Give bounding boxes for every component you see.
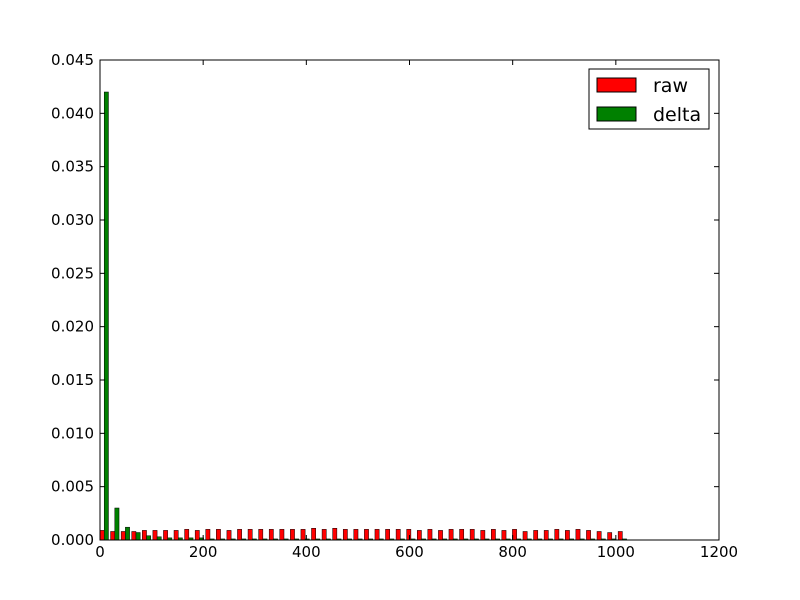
y-tick-labels: 0.000 0.005 0.010 0.015 0.020 0.025 0.030 0.035… bbox=[51, 51, 94, 549]
bar-raw-22 bbox=[332, 528, 338, 541]
bar-raw-4 bbox=[142, 530, 147, 541]
y-tick-label-9: 0.045 bbox=[51, 51, 94, 69]
bar-raw-9 bbox=[194, 530, 200, 541]
x-tick-label-6: 1200 bbox=[700, 543, 738, 561]
bar-raw-40 bbox=[522, 531, 528, 541]
plot-background bbox=[100, 60, 719, 540]
bar-raw-43 bbox=[554, 529, 560, 541]
bar-raw-31 bbox=[427, 529, 433, 541]
bar-raw-14 bbox=[247, 529, 253, 541]
bar-raw-26 bbox=[374, 529, 380, 541]
bar-delta-0 bbox=[103, 91, 109, 541]
x-tick-label-0: 0 bbox=[95, 543, 105, 561]
bar-raw-13 bbox=[237, 529, 242, 541]
bar-raw-10 bbox=[205, 529, 211, 541]
bar-raw-25 bbox=[364, 529, 369, 541]
y-tick-label-5: 0.025 bbox=[51, 264, 94, 282]
legend-swatch-raw bbox=[596, 77, 637, 93]
bar-raw-30 bbox=[416, 530, 422, 541]
bar-raw-23 bbox=[342, 529, 348, 541]
bar-raw-38 bbox=[501, 530, 507, 541]
y-tick-label-4: 0.020 bbox=[51, 318, 94, 336]
bar-raw-32 bbox=[438, 530, 443, 541]
y-tick-label-2: 0.010 bbox=[51, 424, 94, 442]
x-tick-label-5: 1000 bbox=[597, 543, 635, 561]
bars-group bbox=[99, 91, 627, 541]
bar-raw-45 bbox=[575, 529, 581, 541]
y-tick-label-0: 0.000 bbox=[51, 531, 94, 549]
plot-frame bbox=[99, 59, 720, 541]
x-tick-labels: 0 200 400 600 800 1000 1200 bbox=[95, 543, 738, 561]
bar-raw-48 bbox=[607, 532, 613, 541]
bar-raw-46 bbox=[586, 530, 591, 541]
y-tick-label-6: 0.030 bbox=[51, 211, 94, 229]
bar-raw-33 bbox=[448, 529, 454, 541]
bar-raw-17 bbox=[279, 529, 285, 541]
bar-raw-7 bbox=[173, 530, 179, 541]
bar-raw-42 bbox=[543, 530, 549, 541]
bar-raw-36 bbox=[480, 530, 486, 541]
bar-raw-6 bbox=[163, 530, 168, 541]
bar-raw-47 bbox=[596, 531, 602, 541]
bar-raw-16 bbox=[268, 529, 274, 541]
bar-raw-12 bbox=[226, 530, 232, 541]
bar-raw-1 bbox=[110, 531, 116, 541]
y-tick-label-8: 0.040 bbox=[51, 104, 94, 122]
bar-delta-3 bbox=[135, 532, 141, 541]
bar-raw-21 bbox=[321, 529, 327, 541]
bar-raw-34 bbox=[459, 529, 465, 541]
legend-label-delta: delta bbox=[653, 104, 701, 126]
bar-raw-24 bbox=[353, 529, 359, 541]
bar-raw-0 bbox=[99, 530, 105, 541]
bar-raw-18 bbox=[290, 529, 295, 541]
bar-raw-11 bbox=[216, 529, 221, 541]
bar-raw-35 bbox=[469, 529, 475, 541]
bar-raw-5 bbox=[152, 530, 158, 541]
bar-raw-3 bbox=[131, 531, 137, 541]
bar-raw-15 bbox=[258, 529, 264, 541]
bar-raw-27 bbox=[385, 529, 390, 541]
legend: raw delta bbox=[588, 68, 710, 130]
legend-label-raw: raw bbox=[653, 75, 688, 97]
bar-raw-2 bbox=[120, 531, 126, 541]
bar-raw-20 bbox=[311, 528, 316, 541]
bar-delta-4 bbox=[146, 535, 152, 541]
y-tick-label-1: 0.005 bbox=[51, 478, 94, 496]
bar-delta-2 bbox=[125, 526, 130, 541]
bar-raw-29 bbox=[406, 529, 412, 541]
y-tick-label-3: 0.015 bbox=[51, 371, 94, 389]
bar-raw-41 bbox=[533, 530, 539, 541]
bar-raw-44 bbox=[565, 530, 570, 541]
bar-raw-19 bbox=[300, 529, 306, 541]
x-tick-label-4: 800 bbox=[498, 543, 527, 561]
x-tick-label-2: 400 bbox=[292, 543, 321, 561]
bar-raw-49 bbox=[617, 531, 623, 541]
x-tick-label-3: 600 bbox=[395, 543, 424, 561]
bar-raw-28 bbox=[395, 529, 401, 541]
y-tick-label-7: 0.035 bbox=[51, 158, 94, 176]
legend-swatch-delta bbox=[596, 106, 637, 122]
bar-delta-1 bbox=[114, 507, 120, 541]
x-tick-label-1: 200 bbox=[189, 543, 218, 561]
bar-raw-37 bbox=[491, 529, 496, 541]
bar-raw-8 bbox=[184, 529, 190, 541]
